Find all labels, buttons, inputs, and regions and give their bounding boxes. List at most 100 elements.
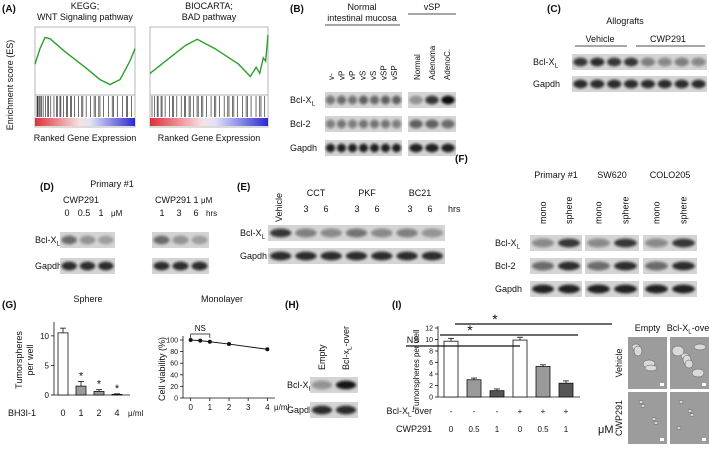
band: [61, 235, 77, 245]
band: [441, 143, 455, 153]
lane-label: Adenoma: [428, 45, 437, 80]
band: [672, 284, 695, 294]
unit: hrs: [206, 209, 217, 218]
panel-label: (A): [2, 4, 16, 15]
y-tick-label: 8: [429, 349, 433, 356]
band: [358, 119, 369, 129]
axis-label: per well: [25, 344, 35, 375]
sphere: [651, 417, 657, 421]
lane-label: AdenoC.: [443, 49, 452, 80]
bar: [75, 385, 87, 396]
band: [587, 238, 610, 248]
y-tick-label: 0: [429, 395, 433, 402]
band: [98, 235, 114, 245]
sphere: [671, 345, 685, 357]
band: [172, 235, 189, 245]
y-tick-label: 2: [429, 383, 433, 390]
sphere: [693, 343, 707, 351]
panel-label: (E): [237, 182, 250, 193]
scale-bar: [660, 383, 664, 386]
band: [672, 238, 695, 248]
band: [191, 261, 208, 271]
band: [573, 79, 588, 89]
lane-label: vSP: [390, 65, 399, 80]
band: [558, 261, 580, 271]
band: [674, 57, 689, 67]
y-tick-label: 20: [170, 384, 178, 391]
significance: *: [79, 370, 84, 382]
condition-value: 0.5: [537, 425, 549, 434]
group-label: PKF: [358, 188, 376, 198]
band: [270, 251, 292, 261]
label-part: Bcl-X: [287, 380, 309, 390]
row-label: Gapdh: [495, 284, 522, 294]
band: [532, 261, 554, 271]
band: [645, 238, 668, 248]
band: [391, 119, 402, 129]
band: [391, 143, 402, 153]
condition-value: -: [473, 407, 476, 416]
condition-label: CWP291: [396, 424, 432, 434]
significance: *: [115, 383, 120, 395]
significance: NS: [195, 324, 206, 333]
treatment: CWP291 1: [155, 195, 199, 205]
band: [320, 251, 342, 261]
sphere: [644, 364, 658, 372]
band: [532, 284, 554, 294]
band: [640, 79, 656, 89]
row-label: Bcl-2: [495, 261, 516, 271]
y-tick-label: 100: [166, 338, 178, 345]
band: [311, 380, 333, 390]
lane-label: 1: [159, 208, 164, 218]
band: [657, 79, 672, 89]
lane-label: 3: [176, 208, 181, 218]
band: [369, 143, 380, 153]
sphere: [638, 400, 644, 404]
x-tick-label: 4: [114, 408, 119, 418]
lane-label: vSP: [380, 65, 389, 80]
unit: μ/ml: [128, 409, 143, 418]
band: [590, 79, 605, 89]
unit: μ/ml: [274, 403, 289, 412]
band: [371, 251, 393, 261]
band: [672, 261, 695, 271]
group-label: Primary #1: [534, 170, 578, 180]
label-part: -over: [411, 406, 432, 416]
axis-label: Tumorspheres per well: [412, 329, 421, 410]
point: [207, 339, 212, 344]
band: [311, 405, 333, 415]
point: [265, 347, 270, 352]
condition-value: 0: [449, 425, 454, 434]
treatment: CWP291: [63, 195, 99, 205]
lane-label: 6: [193, 208, 198, 218]
band: [320, 228, 342, 238]
micrograph: [628, 392, 667, 444]
unit: hrs: [448, 204, 461, 214]
lane-label: 3: [354, 204, 359, 214]
row-label: Bcl-2: [290, 119, 311, 129]
condition-value: +: [564, 407, 569, 416]
band: [336, 119, 347, 129]
band: [335, 405, 357, 415]
band: [347, 143, 358, 153]
band: [691, 57, 706, 67]
label-part: -over: [692, 323, 709, 333]
column-label: Empty: [635, 323, 661, 333]
significance: *: [492, 311, 498, 327]
bar: [512, 339, 528, 398]
band: [270, 228, 292, 238]
plot-title: KEGG;: [71, 1, 100, 11]
axis-label: Ranked Gene Expression: [34, 133, 137, 143]
band: [614, 261, 637, 271]
y-tick-label: 4: [429, 372, 433, 379]
band: [325, 95, 336, 105]
band: [441, 95, 455, 105]
significance: NS: [407, 335, 420, 345]
band: [691, 79, 706, 89]
condition-value: 0: [518, 425, 523, 434]
row-label: Bcl-XL: [495, 238, 521, 251]
y-tick-label: 0: [45, 391, 50, 400]
label-part: Bcl-X: [290, 95, 312, 105]
band: [371, 228, 393, 238]
band: [441, 119, 455, 129]
